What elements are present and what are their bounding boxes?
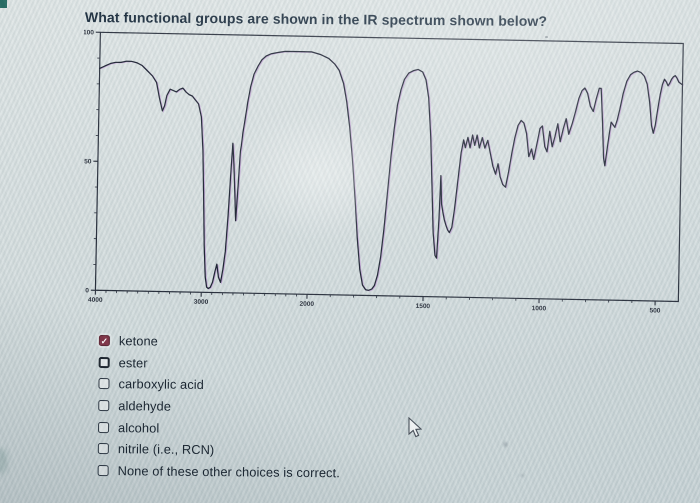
screen-smudge [0,448,7,474]
option-label: ester [118,355,148,371]
option-row-ketone[interactable]: ✓ ketone [98,330,341,354]
dust-speck [503,442,508,447]
screen-corner-artifact [0,0,7,8]
option-label: None of these other choices is correct. [117,463,340,481]
dust-speck [520,474,524,477]
ir-spectrum-plot: 4000 3000 2000 1500 1000 500 0 50 100 [83,29,684,315]
svg-text:0: 0 [85,287,89,294]
option-label: aldehyde [118,398,172,414]
checkbox-ketone[interactable]: ✓ [98,335,110,347]
option-row-carboxylic-acid[interactable]: carboxylic acid [98,373,340,397]
svg-text:3000: 3000 [194,299,209,306]
checkbox-carboxylic-acid[interactable] [98,378,110,390]
option-label: ketone [118,333,158,349]
svg-text:500: 500 [649,307,660,314]
svg-text:1500: 1500 [416,303,431,310]
option-row-alcohol[interactable]: alcohol [98,416,340,440]
checkbox-aldehyde[interactable] [98,400,110,412]
mouse-cursor-icon [408,417,423,438]
option-label: carboxylic acid [118,376,204,393]
option-row-ester[interactable]: ester [98,352,341,376]
checkbox-ester[interactable] [98,356,110,368]
svg-text:2000: 2000 [300,301,315,308]
svg-text:50: 50 [84,158,92,165]
option-row-nitrile[interactable]: nitrile (i.e., RCN) [97,438,340,462]
option-row-none-of-these[interactable]: None of these other choices is correct. [97,460,340,484]
answer-options: ✓ ketone ester carboxylic acid aldehyde … [97,330,342,484]
checkbox-alcohol[interactable] [98,421,110,433]
svg-text:100: 100 [83,29,94,36]
checkbox-none-of-these[interactable] [97,464,109,476]
option-label: nitrile (i.e., RCN) [117,441,215,458]
ir-spectrum-chart: 4000 3000 2000 1500 1000 500 0 50 100 [78,26,690,338]
svg-text:1000: 1000 [532,305,547,312]
option-label: alcohol [117,419,160,436]
checkbox-nitrile[interactable] [97,443,109,455]
svg-text:4000: 4000 [88,297,103,304]
option-row-aldehyde[interactable]: aldehyde [98,395,340,419]
